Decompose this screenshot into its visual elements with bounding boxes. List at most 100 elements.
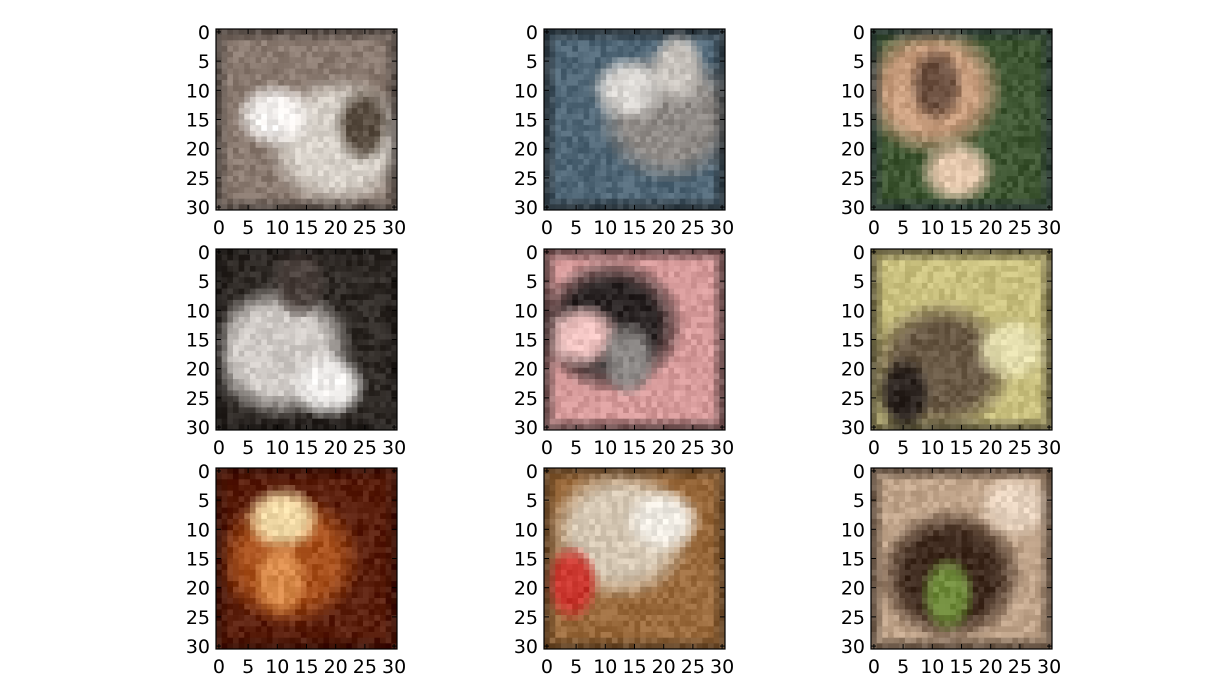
x-tick-label: 30 <box>710 437 734 459</box>
y-axis: 0 5 10 15 20 25 30 <box>514 242 725 439</box>
x-tick-label: 10 <box>920 217 944 239</box>
y-tick-label: 30 <box>841 197 865 219</box>
x-tick-label: 15 <box>294 656 318 678</box>
x-tick-label: 0 <box>213 217 225 239</box>
y-tick-label: 25 <box>841 168 865 190</box>
x-tick-label: 5 <box>242 656 254 678</box>
x-axis: 0 5 10 15 20 25 30 <box>213 468 406 678</box>
y-tick-label: 30 <box>514 636 538 658</box>
y-tick-label: 15 <box>186 549 210 571</box>
x-tick-label: 15 <box>294 437 318 459</box>
y-tick-label: 25 <box>186 388 210 410</box>
pixel-image <box>216 468 398 650</box>
x-tick-label: 5 <box>242 217 254 239</box>
x-tick-label: 25 <box>1008 437 1032 459</box>
pixel-image <box>871 249 1053 431</box>
x-tick-label: 0 <box>541 217 553 239</box>
pixel-image <box>544 468 726 650</box>
x-tick-label: 10 <box>265 656 289 678</box>
y-tick-label: 0 <box>198 461 210 483</box>
y-tick-label: 30 <box>514 417 538 439</box>
y-tick-label: 5 <box>853 490 865 512</box>
y-tick-label: 30 <box>186 197 210 219</box>
x-tick-label: 5 <box>570 656 582 678</box>
x-axis: 0 5 10 15 20 25 30 <box>213 249 406 459</box>
y-tick-label: 25 <box>186 607 210 629</box>
x-tick-label: 20 <box>324 437 348 459</box>
y-tick-label: 15 <box>841 549 865 571</box>
x-tick-label: 20 <box>652 217 676 239</box>
x-tick-label: 10 <box>920 656 944 678</box>
x-axis: 0 5 10 15 20 25 30 <box>541 249 734 459</box>
x-tick-label: 25 <box>1008 217 1032 239</box>
y-tick-label: 10 <box>186 80 210 102</box>
pixel-image <box>871 29 1053 211</box>
x-tick-label: 10 <box>265 217 289 239</box>
x-tick-label: 25 <box>353 656 377 678</box>
y-tick-label: 25 <box>186 168 210 190</box>
y-tick-label: 30 <box>514 197 538 219</box>
y-tick-label: 15 <box>514 549 538 571</box>
y-tick-label: 0 <box>198 242 210 264</box>
x-axis: 0 5 10 15 20 25 30 <box>213 29 406 239</box>
y-tick-label: 10 <box>514 300 538 322</box>
y-tick-label: 10 <box>841 300 865 322</box>
x-tick-label: 20 <box>652 437 676 459</box>
y-tick-label: 20 <box>514 359 538 381</box>
y-tick-label: 25 <box>841 388 865 410</box>
pixel-image <box>544 249 726 431</box>
x-tick-label: 20 <box>324 217 348 239</box>
x-axis: 0 5 10 15 20 25 30 <box>868 468 1061 678</box>
x-tick-label: 15 <box>949 656 973 678</box>
y-tick-label: 20 <box>514 139 538 161</box>
y-tick-label: 0 <box>526 461 538 483</box>
x-tick-label: 10 <box>593 437 617 459</box>
x-tick-label: 20 <box>652 656 676 678</box>
x-axis: 0 5 10 15 20 25 30 <box>868 29 1061 239</box>
x-tick-label: 30 <box>1037 656 1061 678</box>
x-tick-label: 15 <box>949 437 973 459</box>
y-axis: 0 5 10 15 20 25 30 <box>186 461 397 658</box>
y-tick-label: 5 <box>853 271 865 293</box>
x-tick-label: 5 <box>570 217 582 239</box>
x-tick-label: 30 <box>1037 437 1061 459</box>
x-tick-label: 10 <box>593 217 617 239</box>
x-tick-label: 15 <box>622 437 646 459</box>
x-tick-label: 25 <box>681 656 705 678</box>
x-tick-label: 25 <box>681 437 705 459</box>
y-tick-label: 30 <box>841 417 865 439</box>
y-tick-label: 15 <box>841 110 865 132</box>
x-tick-label: 25 <box>353 217 377 239</box>
x-tick-label: 30 <box>382 217 406 239</box>
y-tick-label: 0 <box>526 242 538 264</box>
y-tick-label: 20 <box>186 578 210 600</box>
x-tick-label: 0 <box>541 656 553 678</box>
y-tick-label: 25 <box>514 168 538 190</box>
y-tick-label: 15 <box>514 330 538 352</box>
x-tick-label: 5 <box>570 437 582 459</box>
y-tick-label: 0 <box>853 22 865 44</box>
y-axis: 0 5 10 15 20 25 30 <box>841 242 1052 439</box>
x-tick-label: 0 <box>868 217 880 239</box>
y-tick-label: 0 <box>853 461 865 483</box>
x-tick-label: 25 <box>353 437 377 459</box>
x-tick-label: 0 <box>213 656 225 678</box>
x-tick-label: 20 <box>979 217 1003 239</box>
y-tick-label: 25 <box>841 607 865 629</box>
x-tick-label: 5 <box>897 656 909 678</box>
x-tick-label: 0 <box>213 437 225 459</box>
y-tick-label: 5 <box>198 271 210 293</box>
x-tick-label: 20 <box>324 656 348 678</box>
x-tick-label: 10 <box>265 437 289 459</box>
y-tick-label: 5 <box>853 51 865 73</box>
y-tick-label: 15 <box>514 110 538 132</box>
y-tick-label: 20 <box>841 359 865 381</box>
y-tick-label: 10 <box>186 519 210 541</box>
y-tick-label: 25 <box>514 607 538 629</box>
y-tick-label: 15 <box>186 330 210 352</box>
